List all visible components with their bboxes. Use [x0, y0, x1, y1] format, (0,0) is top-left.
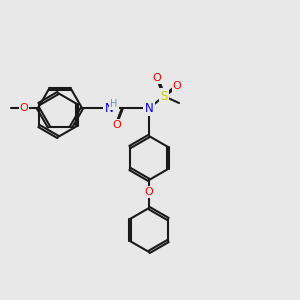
Text: N: N [105, 101, 113, 115]
Text: N: N [145, 101, 153, 115]
Text: O: O [172, 81, 182, 91]
Text: O: O [20, 103, 28, 113]
Text: O: O [112, 120, 122, 130]
Text: O: O [153, 73, 161, 83]
Text: O: O [145, 187, 153, 197]
Text: S: S [160, 89, 168, 103]
Text: H: H [110, 99, 118, 109]
